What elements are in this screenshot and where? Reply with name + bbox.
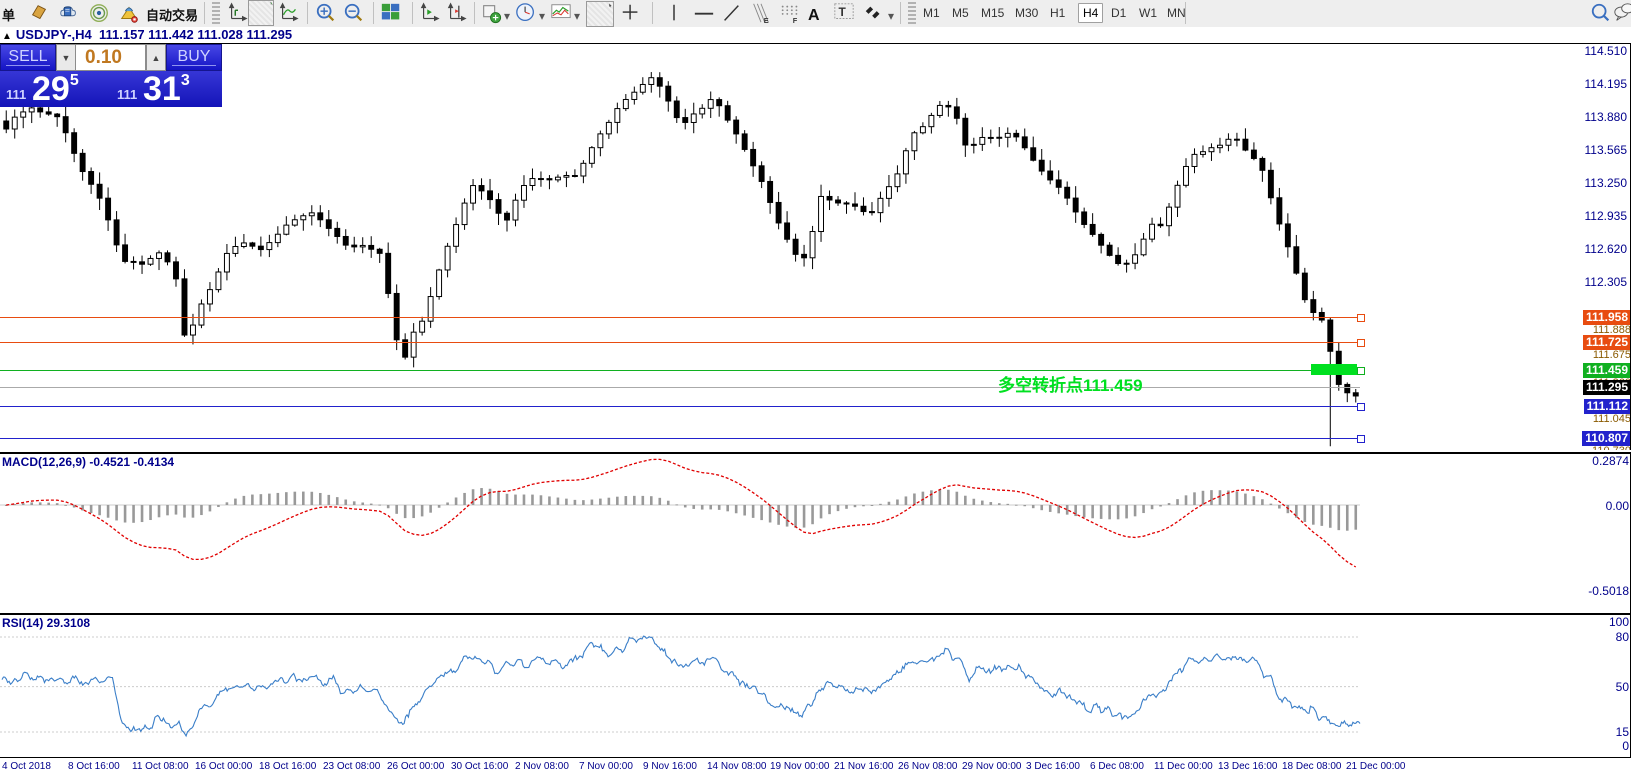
svg-text:E: E: [764, 16, 769, 24]
svg-text:T: T: [839, 5, 847, 19]
svg-text:F: F: [793, 16, 798, 24]
